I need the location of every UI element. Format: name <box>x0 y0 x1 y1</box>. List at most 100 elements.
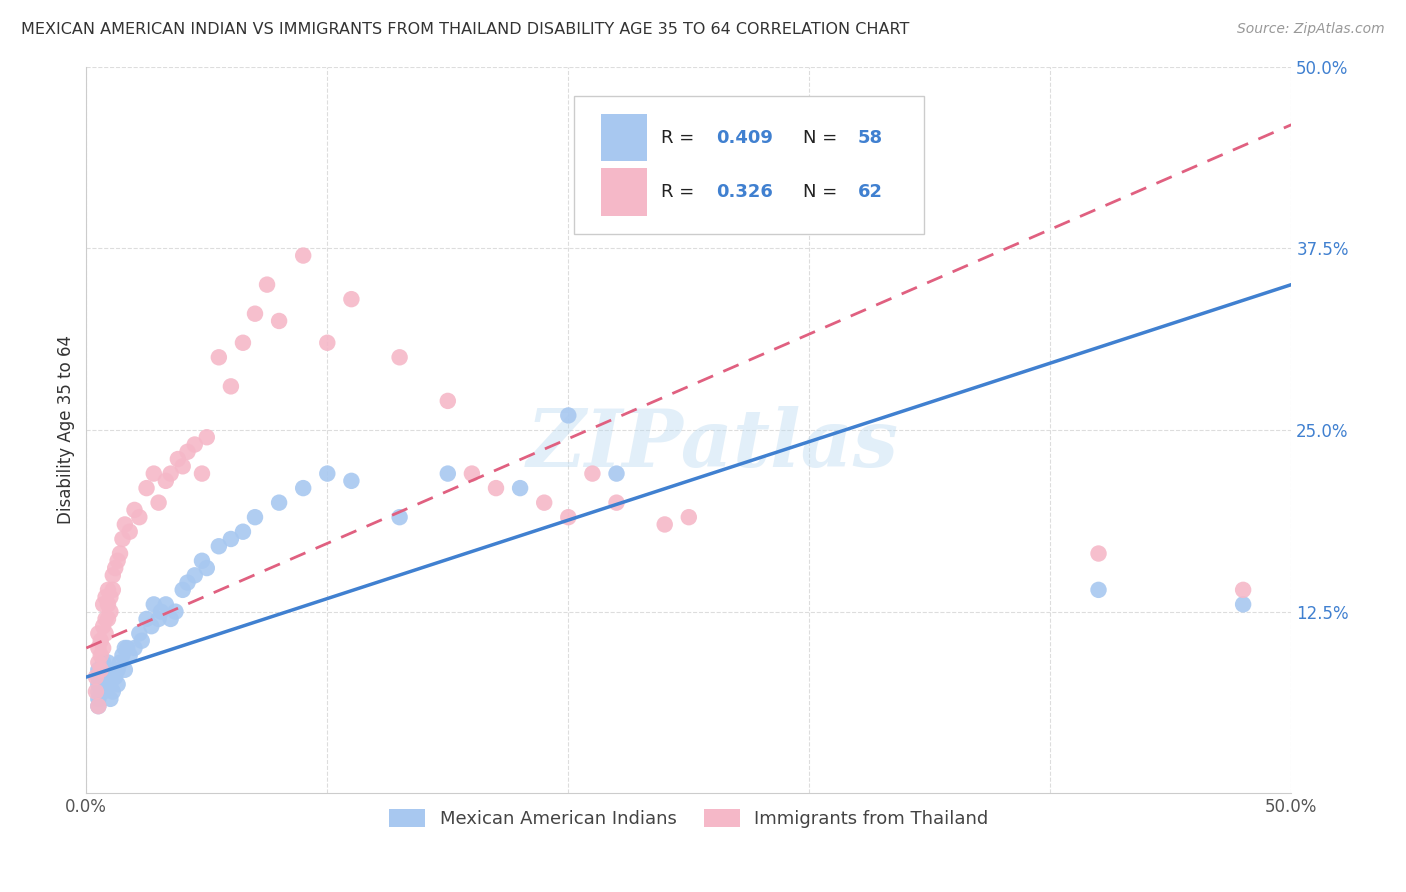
Point <box>131 633 153 648</box>
Point <box>159 467 181 481</box>
Point <box>316 467 339 481</box>
Point <box>184 437 207 451</box>
Point <box>100 663 122 677</box>
Point <box>94 612 117 626</box>
Point <box>142 467 165 481</box>
Point <box>176 575 198 590</box>
Point <box>97 670 120 684</box>
Point <box>141 619 163 633</box>
Text: R =: R = <box>661 183 700 201</box>
Point <box>172 459 194 474</box>
Point <box>104 670 127 684</box>
Point <box>84 684 107 698</box>
Point <box>107 663 129 677</box>
Point <box>292 248 315 262</box>
Point <box>124 640 146 655</box>
Point <box>176 444 198 458</box>
Point <box>172 582 194 597</box>
Point <box>436 393 458 408</box>
Point <box>256 277 278 292</box>
Point <box>678 510 700 524</box>
Point <box>114 663 136 677</box>
Point <box>340 292 363 306</box>
Text: MEXICAN AMERICAN INDIAN VS IMMIGRANTS FROM THAILAND DISABILITY AGE 35 TO 64 CORR: MEXICAN AMERICAN INDIAN VS IMMIGRANTS FR… <box>21 22 910 37</box>
Point <box>91 640 114 655</box>
Point <box>533 496 555 510</box>
Point <box>97 656 120 670</box>
Point <box>557 409 579 423</box>
Point <box>118 524 141 539</box>
Point <box>87 699 110 714</box>
Point <box>87 677 110 691</box>
FancyBboxPatch shape <box>600 169 647 216</box>
Point <box>581 467 603 481</box>
Point <box>167 452 190 467</box>
Legend: Mexican American Indians, Immigrants from Thailand: Mexican American Indians, Immigrants fro… <box>382 801 995 835</box>
Point <box>191 554 214 568</box>
Point <box>100 691 122 706</box>
Point <box>243 510 266 524</box>
Point <box>208 539 231 553</box>
Point <box>1087 582 1109 597</box>
Point <box>97 598 120 612</box>
Y-axis label: Disability Age 35 to 64: Disability Age 35 to 64 <box>58 335 75 524</box>
Point <box>232 524 254 539</box>
Point <box>128 510 150 524</box>
Point <box>135 612 157 626</box>
Point <box>87 699 110 714</box>
Point <box>148 612 170 626</box>
Point <box>605 496 627 510</box>
Point <box>605 467 627 481</box>
Point <box>111 648 134 663</box>
Text: N =: N = <box>803 128 844 146</box>
Point <box>195 430 218 444</box>
Point <box>219 532 242 546</box>
Point <box>91 656 114 670</box>
FancyBboxPatch shape <box>600 114 647 161</box>
Point <box>100 590 122 604</box>
Point <box>107 677 129 691</box>
Point <box>87 691 110 706</box>
Point <box>142 598 165 612</box>
Point <box>107 554 129 568</box>
Text: 58: 58 <box>858 128 883 146</box>
Point <box>195 561 218 575</box>
Point <box>165 605 187 619</box>
Point <box>94 626 117 640</box>
Point <box>340 474 363 488</box>
Point <box>90 663 112 677</box>
Point <box>184 568 207 582</box>
Point <box>485 481 508 495</box>
Text: ZIPatlas: ZIPatlas <box>527 406 898 483</box>
Point <box>316 335 339 350</box>
Point <box>94 590 117 604</box>
Point <box>94 677 117 691</box>
Point <box>219 379 242 393</box>
Point <box>91 619 114 633</box>
Point <box>104 561 127 575</box>
Point <box>557 510 579 524</box>
Point <box>155 598 177 612</box>
Point <box>114 517 136 532</box>
Point <box>87 684 110 698</box>
Point <box>91 684 114 698</box>
Point <box>101 568 124 582</box>
Point <box>94 663 117 677</box>
Text: R =: R = <box>661 128 700 146</box>
Point <box>191 467 214 481</box>
Point <box>111 532 134 546</box>
Point <box>84 670 107 684</box>
Point <box>232 335 254 350</box>
Point <box>1087 547 1109 561</box>
Point <box>1232 582 1254 597</box>
Point <box>118 648 141 663</box>
Point <box>148 496 170 510</box>
Point <box>114 640 136 655</box>
Text: 0.326: 0.326 <box>717 183 773 201</box>
Point <box>243 307 266 321</box>
Point <box>436 467 458 481</box>
Text: Source: ZipAtlas.com: Source: ZipAtlas.com <box>1237 22 1385 37</box>
Point <box>749 205 772 219</box>
FancyBboxPatch shape <box>574 95 924 234</box>
Point <box>101 684 124 698</box>
